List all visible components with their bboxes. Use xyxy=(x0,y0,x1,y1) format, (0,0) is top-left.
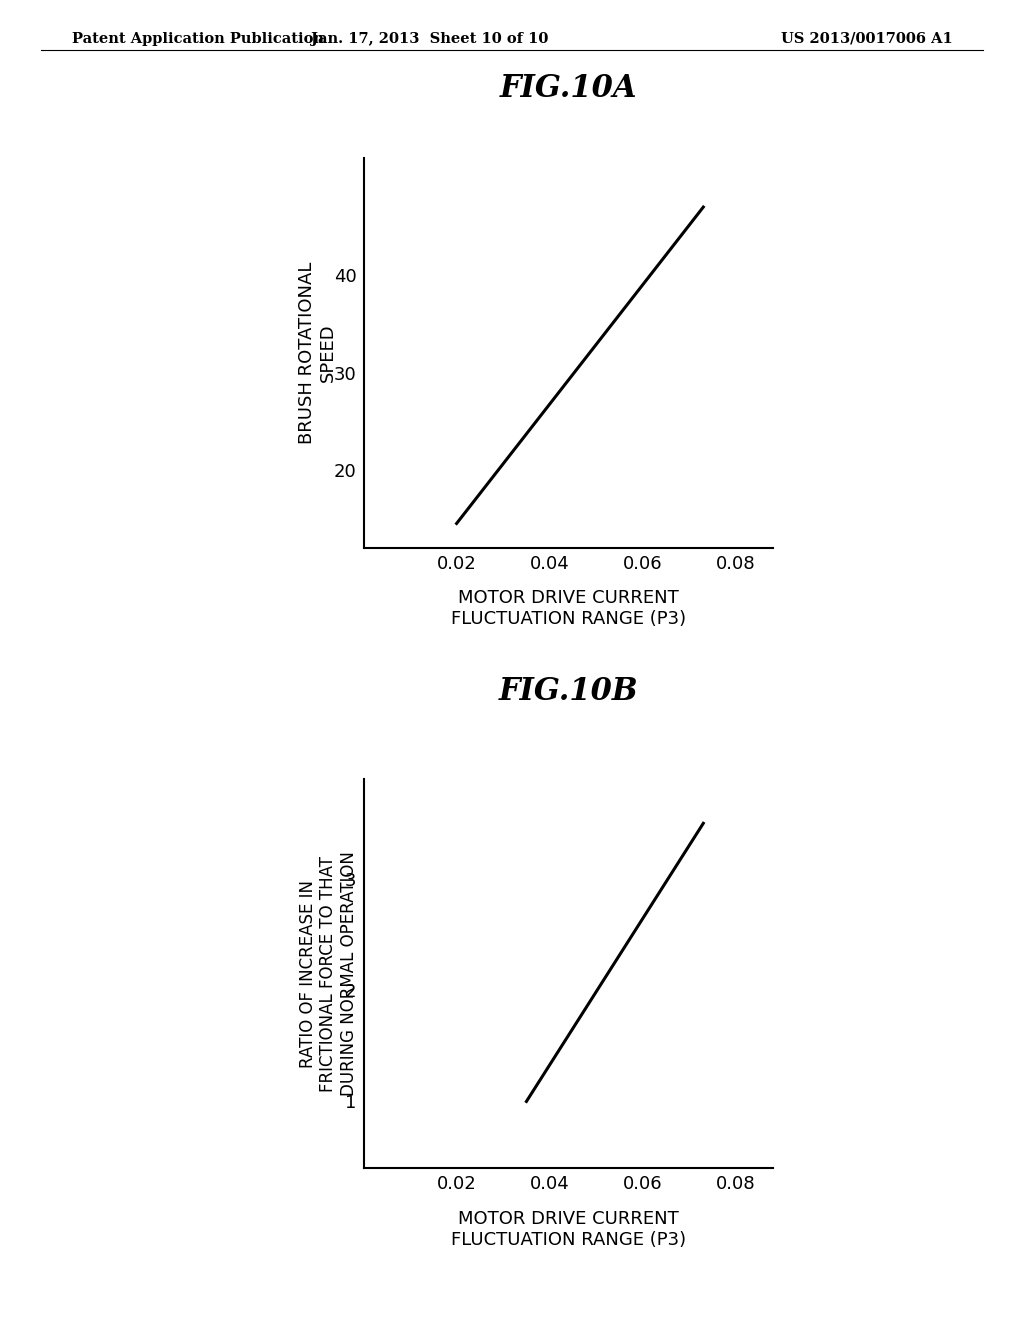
X-axis label: MOTOR DRIVE CURRENT
FLUCTUATION RANGE (P3): MOTOR DRIVE CURRENT FLUCTUATION RANGE (P… xyxy=(451,590,686,628)
Text: Patent Application Publication: Patent Application Publication xyxy=(72,32,324,46)
Text: FIG.10A: FIG.10A xyxy=(500,73,637,103)
Y-axis label: RATIO OF INCREASE IN
FRICTIONAL FORCE TO THAT
DURING NORMAL OPERATION: RATIO OF INCREASE IN FRICTIONAL FORCE TO… xyxy=(299,851,358,1096)
X-axis label: MOTOR DRIVE CURRENT
FLUCTUATION RANGE (P3): MOTOR DRIVE CURRENT FLUCTUATION RANGE (P… xyxy=(451,1210,686,1249)
Text: US 2013/0017006 A1: US 2013/0017006 A1 xyxy=(780,32,952,46)
Text: FIG.10B: FIG.10B xyxy=(499,676,638,706)
Y-axis label: BRUSH ROTATIONAL
SPEED: BRUSH ROTATIONAL SPEED xyxy=(298,261,337,445)
Text: Jan. 17, 2013  Sheet 10 of 10: Jan. 17, 2013 Sheet 10 of 10 xyxy=(311,32,549,46)
